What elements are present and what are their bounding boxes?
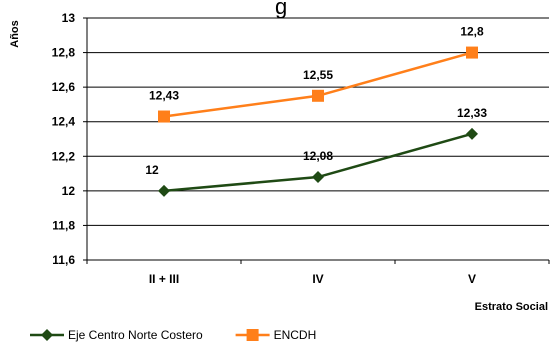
- data-label: 12,55: [303, 68, 333, 82]
- y-axis-title: Años: [9, 20, 21, 48]
- data-label: 12,08: [303, 149, 333, 163]
- data-point: [312, 171, 324, 184]
- y-tick-label: 12: [62, 184, 76, 198]
- series-line: [163, 51, 473, 118]
- data-point: [158, 184, 170, 197]
- legend: Eje Centro Norte Costero ENCDH: [30, 328, 316, 342]
- series-group: [158, 46, 478, 197]
- data-label: 12,8: [460, 25, 484, 39]
- chart-title-fragment: g: [275, 0, 287, 19]
- data-label: 12: [145, 163, 159, 177]
- y-tick-label: 12,2: [52, 149, 76, 163]
- data-point: [466, 127, 478, 140]
- legend-label: ENCDH: [274, 328, 317, 342]
- data-point: [158, 110, 170, 123]
- data-point: [312, 89, 324, 102]
- y-tick-label: 13: [62, 11, 76, 25]
- data-label: 12,43: [149, 89, 179, 103]
- data-point: [246, 329, 259, 341]
- x-axis-title: Estrato Social: [475, 301, 548, 313]
- data-point: [41, 329, 53, 341]
- y-tick-label: 11,8: [52, 218, 75, 232]
- legend-label: Eje Centro Norte Costero: [68, 328, 203, 342]
- x-tick-label: IV: [312, 272, 323, 286]
- y-tick-label: 11,6: [52, 253, 75, 267]
- x-tick-label: V: [468, 272, 476, 286]
- axes: 11,6 11,8 12 12,2 12,4 12,6 12,8 13 II + III IV V: [52, 11, 550, 286]
- data-point: [466, 46, 478, 59]
- y-tick-label: 12,4: [52, 115, 76, 129]
- y-tick-label: 12,6: [52, 80, 76, 94]
- y-tick-label: 12,8: [52, 46, 76, 60]
- x-tick-label: II + III: [149, 272, 179, 286]
- data-labels: 12 12,08 12,33 12,43 12,55 12,8: [145, 25, 487, 177]
- data-label: 12,33: [457, 106, 487, 120]
- gridlines: [87, 17, 549, 261]
